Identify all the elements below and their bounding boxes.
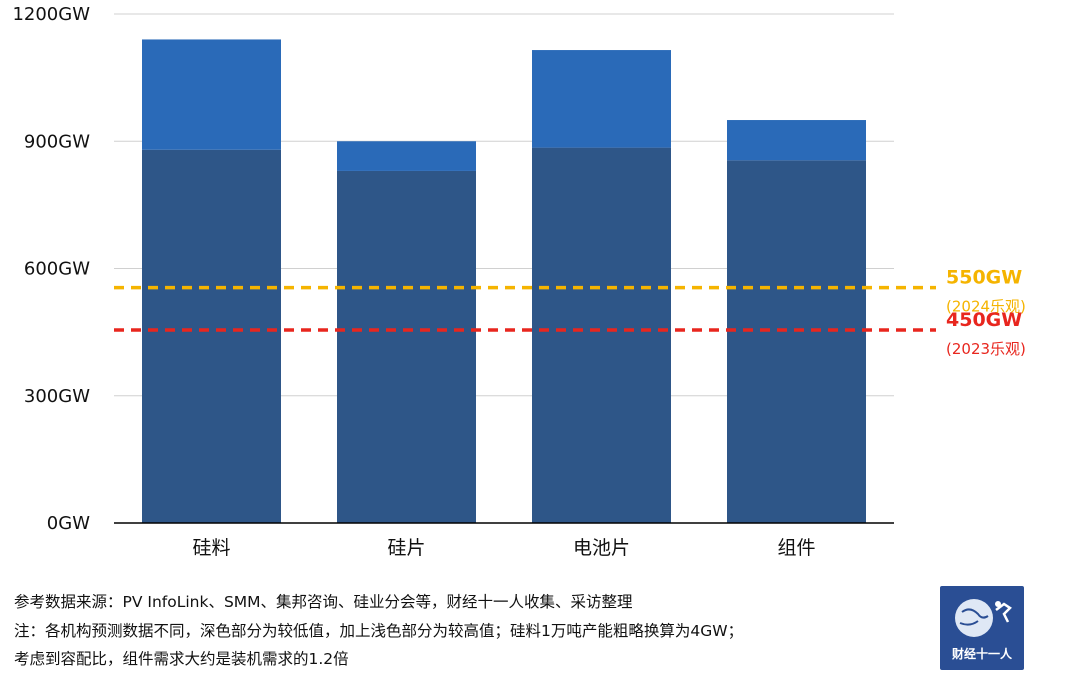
footnote-ratio: 考虑到容配比，组件需求大约是装机需求的1.2倍 [14, 650, 349, 668]
bar-high-segment [337, 141, 476, 171]
bar-low-segment [142, 149, 281, 523]
logo-label: 财经十一人 [951, 647, 1012, 661]
x-axis-categories: 硅料 硅片 电池片 组件 [192, 537, 815, 559]
reference-value-label: 450GW [946, 309, 1022, 331]
bar-low-segment [727, 160, 866, 523]
y-axis-ticks: 0GW 300GW 600GW 900GW 1200GW [12, 4, 90, 534]
reference-lines: 550GW (2024乐观)450GW (2023乐观) [114, 267, 1026, 358]
y-tick-label: 600GW [24, 259, 90, 280]
globe-runner-icon [955, 599, 1012, 637]
y-tick-label: 0GW [47, 513, 90, 534]
footnote-source: 参考数据来源：PV InfoLink、SMM、集邦咨询、硅业分会等，财经十一人收… [14, 593, 633, 611]
y-tick-label: 900GW [24, 131, 90, 152]
x-category-label: 组件 [777, 537, 815, 559]
bar-high-segment [727, 120, 866, 161]
bar-high-segment [532, 50, 671, 148]
bar-low-segment [337, 170, 476, 524]
footnote-note: 注：各机构预测数据不同，深色部分为较低值，加上浅色部分为较高值；硅料1万吨产能粗… [14, 622, 744, 640]
bars [142, 39, 866, 524]
y-tick-label: 300GW [24, 386, 90, 407]
x-category-label: 硅片 [387, 537, 425, 559]
bar-chart: 550GW (2024乐观)450GW (2023乐观) 0GW 300GW 600GW… [12, 4, 1026, 559]
x-category-label: 硅料 [192, 537, 230, 559]
bar-high-segment [142, 39, 281, 150]
reference-value-label: 550GW [946, 267, 1022, 289]
brand-logo: 财经十一人 [940, 586, 1024, 670]
x-category-label: 电池片 [573, 537, 630, 559]
reference-sub-label: (2024乐观) [946, 298, 1026, 316]
reference-sub-label: (2023乐观) [946, 340, 1026, 358]
y-tick-label: 1200GW [12, 4, 90, 25]
bar-low-segment [532, 147, 671, 524]
